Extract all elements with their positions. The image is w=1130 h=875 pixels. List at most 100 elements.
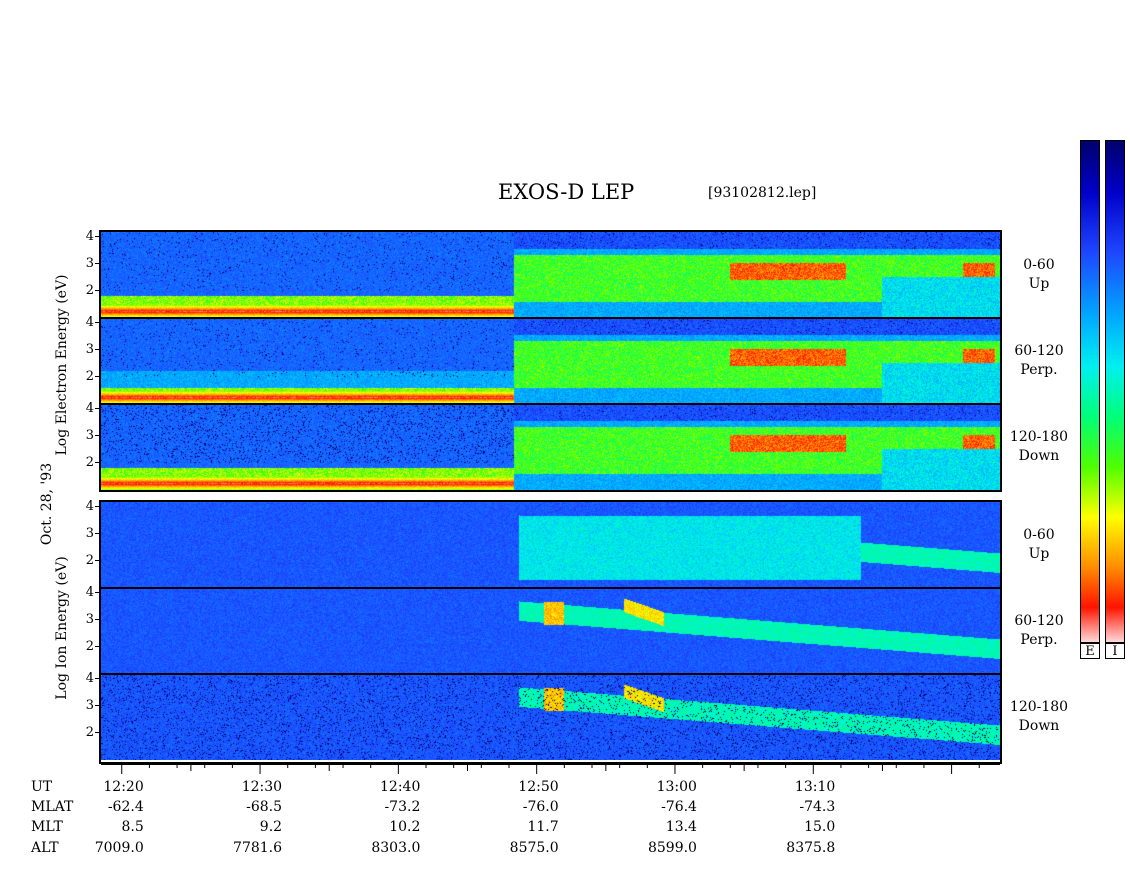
- pitch-range: 60-120: [1014, 613, 1064, 629]
- pitch-direction: Perp.: [1020, 632, 1058, 648]
- y-tick-label: 4: [85, 401, 94, 416]
- panel-divider: [101, 317, 1000, 319]
- orbit-value: 9.2: [259, 819, 283, 835]
- pitch-range: 60-120: [1014, 343, 1064, 359]
- x-tick-label: 12:40: [380, 779, 421, 795]
- y-tick-mark: [95, 290, 101, 291]
- date-text: Oct. 28, '93: [39, 462, 55, 546]
- y-tick-mark: [95, 322, 101, 323]
- orbit-value: 7781.6: [233, 840, 283, 856]
- y-tick-label: 3: [85, 256, 94, 271]
- ion-energy-label: Log Ion Energy (eV): [54, 556, 70, 700]
- spectrogram-ion-up: [101, 502, 1000, 588]
- orbit-value: 8375.8: [786, 840, 836, 856]
- y-tick-label: 4: [85, 229, 94, 244]
- orbit-value: 8575.0: [509, 840, 559, 856]
- pitch-direction: Down: [1018, 448, 1060, 464]
- colorbar-ion-label: I: [1105, 643, 1125, 659]
- orbit-row-label: MLAT: [31, 799, 74, 815]
- orbit-value: 8303.0: [371, 840, 421, 856]
- orbit-row-label: ALT: [31, 840, 59, 856]
- x-tick-label: 12:50: [518, 779, 559, 795]
- y-tick-mark: [95, 560, 101, 561]
- pitch-direction: Up: [1028, 276, 1050, 292]
- y-tick-label: 2: [85, 283, 94, 298]
- file-label: [93102812.lep]: [708, 185, 817, 201]
- pitch-angle-label: 120-180 Down: [1004, 428, 1074, 466]
- pitch-angle-label: 0-60 Up: [1004, 256, 1074, 294]
- y-tick-label: 3: [85, 698, 94, 713]
- colorbar-electron: [1080, 140, 1100, 643]
- y-tick-mark: [95, 705, 101, 706]
- pitch-angle-label: 60-120 Perp.: [1004, 342, 1074, 380]
- y-tick-mark: [95, 408, 101, 409]
- y-tick-mark: [95, 349, 101, 350]
- orbit-value: -73.2: [384, 799, 421, 815]
- chart-title: EXOS-D LEP: [498, 180, 635, 204]
- panel-divider: [101, 403, 1000, 405]
- orbit-value: 13.4: [665, 819, 697, 835]
- pitch-range: 120-180: [1009, 699, 1069, 715]
- y-tick-label: 2: [85, 455, 94, 470]
- y-tick-label: 2: [85, 369, 94, 384]
- y-tick-label: 2: [85, 639, 94, 654]
- x-tick-label: 13:10: [794, 779, 836, 795]
- panel-divider: [101, 673, 1000, 675]
- colorbar-ion: [1105, 140, 1125, 643]
- orbit-row-label: UT: [31, 779, 53, 795]
- panel-divider: [101, 587, 1000, 589]
- electron-energy-label: Log Electron Energy (eV): [54, 274, 70, 456]
- pitch-range: 120-180: [1009, 429, 1069, 445]
- orbit-value: -74.3: [799, 799, 836, 815]
- x-tick-label: 12:30: [241, 779, 283, 795]
- y-tick-label: 3: [85, 342, 94, 357]
- orbit-value: 8599.0: [647, 840, 697, 856]
- y-tick-mark: [95, 462, 101, 463]
- orbit-value: 10.2: [389, 819, 421, 835]
- x-tick-label: 12:20: [103, 779, 144, 795]
- pitch-direction: Down: [1018, 718, 1060, 734]
- pitch-direction: Up: [1028, 546, 1050, 562]
- pitch-range: 0-60: [1023, 257, 1055, 273]
- pitch-direction: Perp.: [1020, 362, 1058, 378]
- orbit-value: 7009.0: [94, 840, 144, 856]
- spectrogram-ion-down: [101, 674, 1000, 760]
- y-tick-mark: [95, 619, 101, 620]
- y-tick-mark: [95, 376, 101, 377]
- y-tick-label: 2: [85, 725, 94, 740]
- orbit-value: -76.4: [661, 799, 697, 815]
- y-tick-mark: [95, 533, 101, 534]
- y-tick-mark: [95, 263, 101, 264]
- date-label: Oct. 28, '93: [39, 449, 55, 559]
- y-tick-label: 4: [85, 315, 94, 330]
- orbit-value: 15.0: [804, 819, 836, 835]
- pitch-angle-label: 0-60 Up: [1004, 526, 1074, 564]
- y-tick-label: 4: [85, 671, 94, 686]
- y-tick-label: 4: [85, 499, 94, 514]
- pitch-range: 0-60: [1023, 527, 1055, 543]
- spectrogram-electron-perp: [101, 318, 1000, 404]
- y-tick-label: 3: [85, 612, 94, 627]
- spectrogram-electron-up: [101, 232, 1000, 318]
- x-axis: [101, 763, 1000, 774]
- pitch-angle-label: 60-120 Perp.: [1004, 612, 1074, 650]
- orbit-value: -62.4: [107, 799, 144, 815]
- y-tick-mark: [95, 506, 101, 507]
- orbit-value: -76.0: [522, 799, 559, 815]
- spectrogram-ion-perp: [101, 588, 1000, 674]
- orbit-value: -68.5: [246, 799, 283, 815]
- colorbar-electron-label: E: [1080, 643, 1100, 659]
- y-tick-mark: [95, 678, 101, 679]
- y-tick-label: 4: [85, 585, 94, 600]
- y-tick-mark: [95, 592, 101, 593]
- pitch-angle-label: 120-180 Down: [1004, 698, 1074, 736]
- y-tick-mark: [95, 236, 101, 237]
- y-tick-mark: [95, 435, 101, 436]
- orbit-value: 11.7: [527, 819, 559, 835]
- spectrogram-electron-down: [101, 404, 1000, 490]
- orbit-row-label: MLT: [31, 819, 63, 835]
- y-tick-mark: [95, 646, 101, 647]
- x-tick-label: 13:00: [656, 779, 697, 795]
- orbit-value: 8.5: [121, 819, 144, 835]
- y-tick-label: 3: [85, 526, 94, 541]
